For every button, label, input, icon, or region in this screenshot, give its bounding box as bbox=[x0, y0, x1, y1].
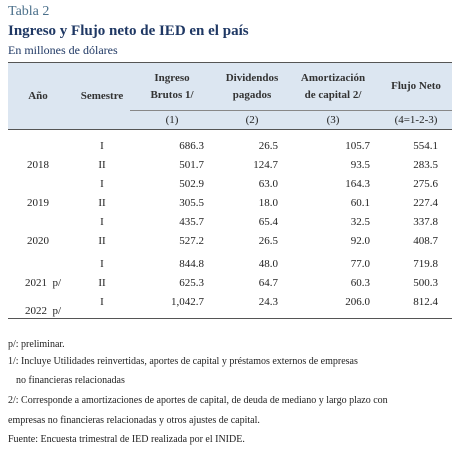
cell: 60.3 bbox=[350, 277, 370, 289]
column-header: Brutos 1/ bbox=[150, 89, 194, 101]
cell: 24.3 bbox=[258, 296, 278, 308]
year: 2019 bbox=[27, 196, 49, 209]
cell: 435.7 bbox=[179, 216, 204, 228]
column-header: Flujo Neto bbox=[391, 80, 441, 92]
column-header: de capital 2/ bbox=[304, 89, 362, 101]
cell: 18.0 bbox=[258, 197, 278, 209]
cell: 501.7 bbox=[179, 159, 204, 171]
column-header: pagados bbox=[232, 89, 272, 101]
cell: 502.9 bbox=[179, 178, 204, 190]
column-header: Dividendos bbox=[225, 72, 279, 84]
cell: 305.5 bbox=[179, 197, 204, 209]
cell: 227.4 bbox=[413, 197, 438, 209]
column-code: (1) bbox=[165, 114, 179, 126]
cell: 554.1 bbox=[413, 140, 438, 152]
cell: 812.4 bbox=[413, 296, 438, 308]
cell: 93.5 bbox=[350, 159, 370, 171]
cell: 686.3 bbox=[179, 140, 204, 152]
note: p/: preliminar. bbox=[8, 339, 65, 350]
column-header: Semestre bbox=[80, 90, 124, 102]
cell: 1,042.7 bbox=[171, 296, 204, 308]
cell: 337.8 bbox=[413, 216, 438, 228]
table-rule bbox=[8, 318, 452, 319]
cell: 527.2 bbox=[179, 235, 204, 247]
cell: 124.7 bbox=[253, 159, 278, 171]
cell: 164.3 bbox=[345, 178, 370, 190]
title: Ingreso y Flujo neto de IED en el país bbox=[8, 23, 249, 39]
semester: I bbox=[100, 258, 104, 270]
note: no financieras relacionadas bbox=[16, 375, 125, 386]
semester: I bbox=[100, 178, 104, 190]
year: 2021 p/ bbox=[24, 276, 62, 289]
semester: II bbox=[98, 235, 106, 247]
note: empresas no financieras relacionadas y o… bbox=[8, 415, 260, 426]
semester: II bbox=[98, 159, 106, 171]
subtitle: En millones de dólares bbox=[8, 43, 118, 57]
cell: 32.5 bbox=[350, 216, 370, 228]
column-code: (4=1-2-3) bbox=[394, 114, 438, 126]
cell: 26.5 bbox=[258, 140, 278, 152]
semester: II bbox=[98, 197, 106, 209]
year: 2018 bbox=[27, 158, 49, 171]
note: 2/: Corresponde a amortizaciones de apor… bbox=[8, 395, 388, 406]
column-header: Amortización bbox=[300, 72, 366, 84]
cell: 206.0 bbox=[345, 296, 370, 308]
year: 2022 p/ bbox=[24, 305, 62, 317]
note: Fuente: Encuesta trimestral de IED reali… bbox=[8, 434, 245, 445]
cell: 60.1 bbox=[350, 197, 370, 209]
table-label: Tabla 2 bbox=[8, 4, 50, 19]
cell: 275.6 bbox=[413, 178, 438, 190]
semester: I bbox=[100, 216, 104, 228]
cell: 500.3 bbox=[413, 277, 438, 289]
note: 1/: Incluye Utilidades reinvertidas, apo… bbox=[8, 356, 358, 367]
cell: 77.0 bbox=[350, 258, 370, 270]
year: 2020 bbox=[27, 234, 49, 247]
header-band bbox=[8, 62, 452, 130]
cell: 65.4 bbox=[258, 216, 278, 228]
column-code: (3) bbox=[326, 114, 340, 126]
cell: 64.7 bbox=[258, 277, 278, 289]
cell: 283.5 bbox=[413, 159, 438, 171]
cell: 26.5 bbox=[258, 235, 278, 247]
cell: 92.0 bbox=[350, 235, 370, 247]
column-header: Ingreso bbox=[154, 72, 190, 84]
cell: 48.0 bbox=[258, 258, 278, 270]
column-header: Año bbox=[28, 90, 48, 102]
cell: 719.8 bbox=[413, 258, 438, 270]
semester: I bbox=[100, 296, 104, 308]
semester: II bbox=[98, 277, 106, 289]
cell: 63.0 bbox=[258, 178, 278, 190]
cell: 625.3 bbox=[179, 277, 204, 289]
cell: 408.7 bbox=[413, 235, 438, 247]
header-rule bbox=[130, 110, 452, 111]
column-code: (2) bbox=[245, 114, 259, 126]
cell: 844.8 bbox=[179, 258, 204, 270]
semester: I bbox=[100, 140, 104, 152]
cell: 105.7 bbox=[345, 140, 370, 152]
